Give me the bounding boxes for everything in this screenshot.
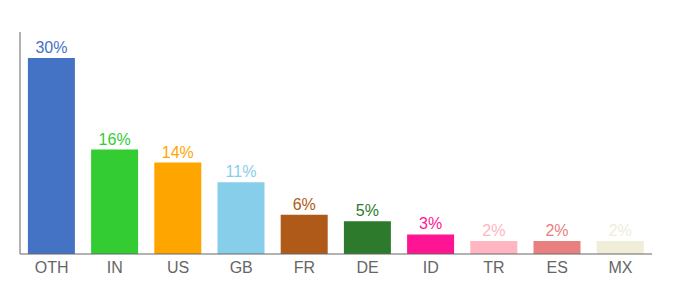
svg-text:GB: GB: [230, 259, 253, 276]
svg-text:2%: 2%: [482, 222, 505, 239]
svg-text:US: US: [167, 259, 189, 276]
svg-text:IN: IN: [107, 259, 123, 276]
svg-text:ES: ES: [547, 259, 568, 276]
svg-text:30%: 30%: [35, 39, 67, 56]
svg-text:11%: 11%: [226, 163, 257, 180]
svg-text:ID: ID: [423, 259, 439, 276]
svg-text:MX: MX: [608, 259, 632, 276]
svg-text:5%: 5%: [356, 202, 379, 219]
svg-text:OTH: OTH: [35, 259, 69, 276]
svg-text:2%: 2%: [609, 222, 632, 239]
svg-text:6%: 6%: [293, 196, 316, 213]
svg-text:2%: 2%: [545, 222, 568, 239]
svg-text:DE: DE: [356, 259, 378, 276]
svg-text:3%: 3%: [419, 215, 442, 232]
svg-text:14%: 14%: [162, 144, 194, 161]
svg-text:16%: 16%: [99, 131, 131, 148]
svg-text:FR: FR: [294, 259, 315, 276]
svg-text:TR: TR: [483, 259, 504, 276]
